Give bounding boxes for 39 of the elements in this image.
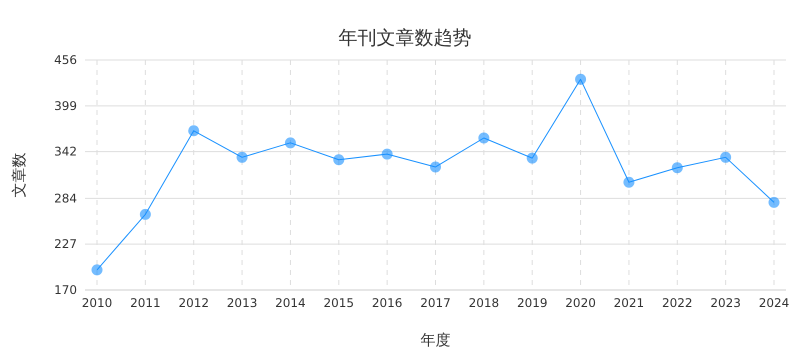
y-axis-title: 文章数 (10, 152, 28, 198)
x-tick-label: 2014 (275, 296, 306, 310)
point (382, 148, 393, 160)
y-tick-label: 399 (54, 98, 77, 113)
x-tick-label: 2023 (710, 296, 741, 310)
x-tick-label: 2019 (516, 296, 548, 310)
point (140, 208, 151, 220)
point (284, 137, 296, 148)
y-tick-label: 456 (54, 53, 77, 67)
point (768, 196, 780, 208)
point (672, 162, 683, 174)
x-tick-label: 2022 (662, 296, 693, 310)
x-tick-label: 2018 (468, 296, 500, 310)
point (92, 264, 102, 276)
y-tick-label: 342 (54, 144, 77, 159)
point (623, 176, 634, 188)
point (188, 125, 200, 136)
x-tick-label: 2021 (614, 296, 644, 310)
y-tick-label: 284 (54, 191, 77, 206)
point (575, 74, 586, 85)
y-tick-label: 227 (54, 237, 77, 252)
x-axis-title: 年度 (420, 331, 450, 349)
x-tick-label: 2015 (324, 296, 354, 310)
x-tick-label: 2011 (130, 296, 161, 310)
point (526, 152, 538, 164)
point (236, 152, 248, 163)
point (333, 154, 344, 166)
x-tick-label: 2017 (420, 296, 451, 310)
point (430, 161, 441, 172)
x-tick-label: 2024 (758, 296, 790, 310)
x-tick-label: 2013 (226, 296, 258, 310)
chart-title: 年刊文章数趋势 (338, 27, 472, 49)
y-tick-label: 170 (54, 283, 77, 297)
x-tick-label: 2016 (372, 296, 402, 310)
point (478, 132, 490, 144)
x-tick-label: 2012 (178, 296, 209, 310)
x-tick-label: 2010 (82, 296, 112, 310)
x-tick-label: 2020 (565, 296, 596, 310)
point (720, 152, 732, 163)
